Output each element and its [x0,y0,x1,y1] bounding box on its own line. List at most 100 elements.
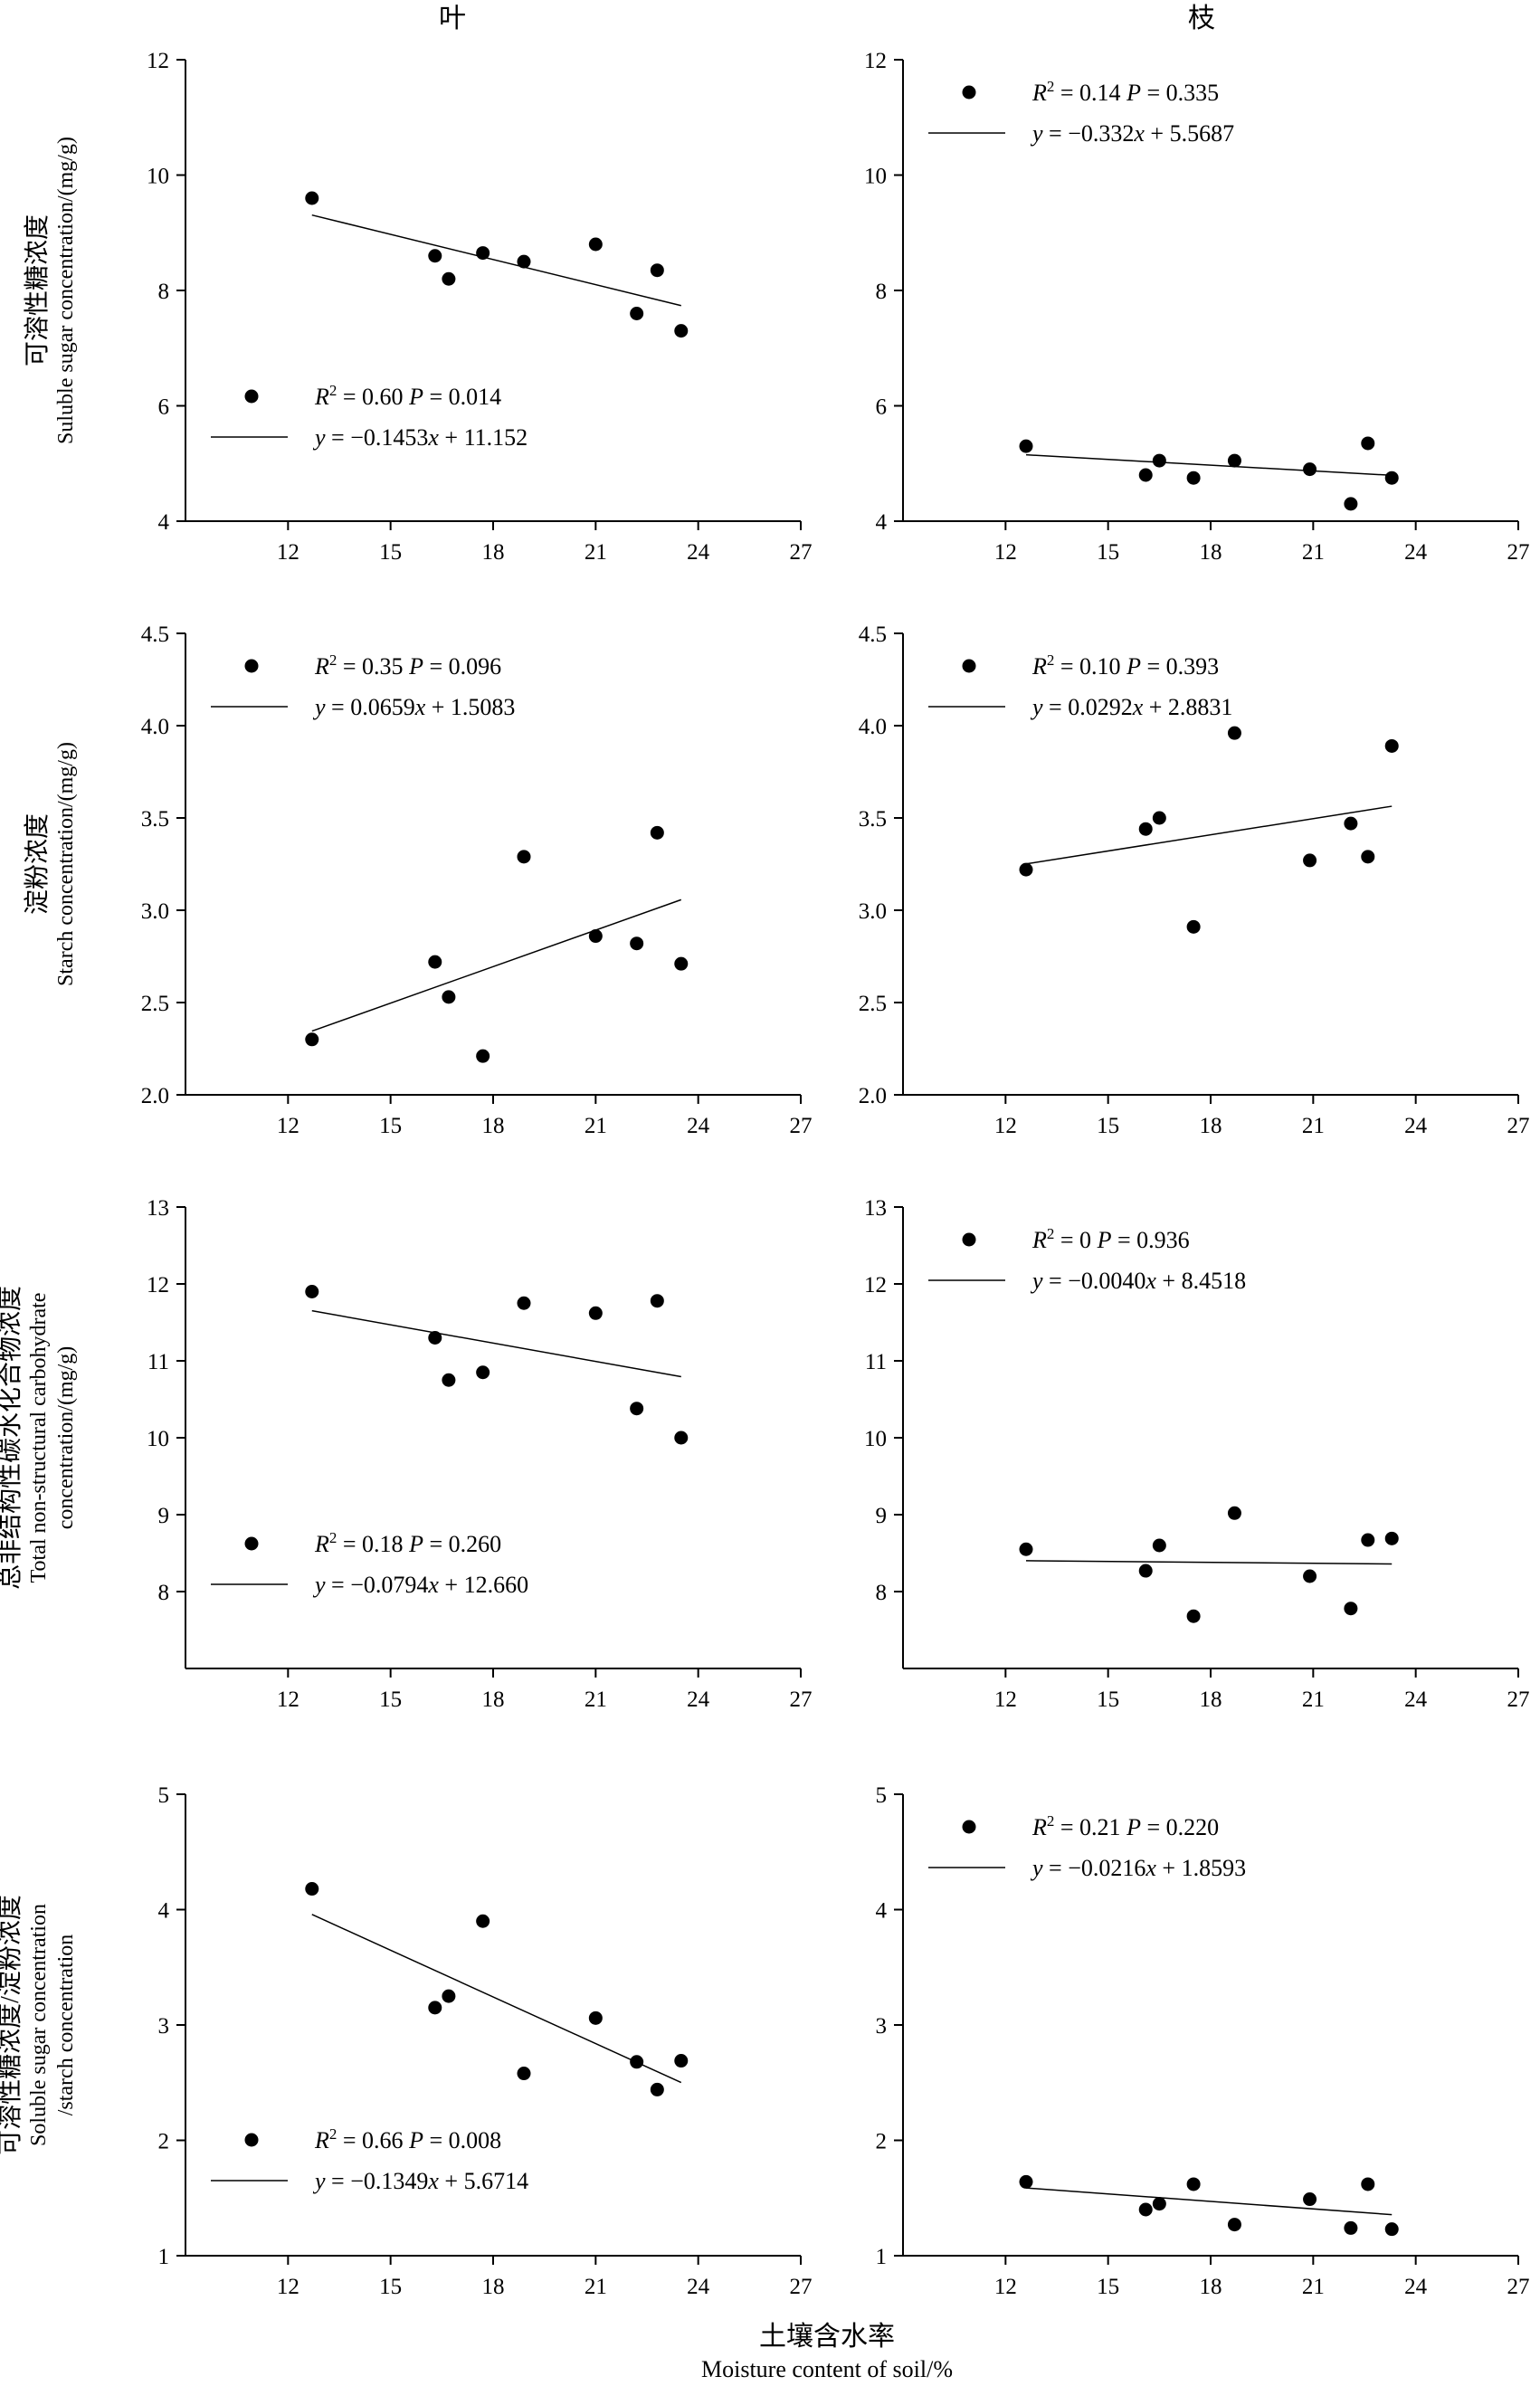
data-point [1384,738,1399,753]
y-tick-label: 8 [876,280,888,304]
x-tick-label: 24 [687,1687,710,1712]
data-point [1344,497,1358,511]
data-point [1227,453,1241,468]
y-tick-label: 3.5 [141,807,169,832]
y-tick-label: 4 [876,510,888,535]
y-tick-label: 5 [158,1783,170,1808]
data-point [588,2011,603,2025]
data-point [428,2001,442,2015]
data-point [674,324,689,338]
data-point [1186,471,1201,485]
data-point [1186,1609,1201,1623]
y-tick-label: 8 [158,1581,170,1605]
x-tick-label: 15 [1097,1114,1119,1138]
y-tick-label: 3.5 [859,807,887,832]
x-tick-label: 27 [1507,1687,1530,1712]
legend-stats: R2 = 0.18 P = 0.260 [314,1529,501,1557]
data-point [442,271,456,286]
legend-marker [962,85,976,100]
row-label-cn: 可溶性糖浓度 [23,214,52,366]
x-axis-label-en: Moisture content of soil/% [701,2356,953,2382]
legend-stats: R2 = 0.14 P = 0.335 [1031,78,1219,106]
x-tick-label: 24 [1404,2275,1428,2299]
x-tick-label: 12 [994,540,1017,565]
data-point [1019,2174,1033,2189]
legend: R2 = 0.10 P = 0.393 y = 0.0292x + 2.8831 [928,651,1232,720]
legend-marker [962,1232,976,1247]
data-point [476,1365,490,1380]
data-point [305,191,319,205]
x-tick-label: 18 [482,2275,505,2299]
data-point [476,1914,490,1928]
data-point [442,1989,456,2003]
data-point [1152,2197,1166,2211]
data-point [1361,850,1375,864]
data-point [442,1373,456,1387]
y-tick-label: 6 [876,395,888,420]
y-tick-label: 2 [158,2130,170,2154]
data-point [630,2055,644,2069]
data-point [428,955,442,969]
x-tick-label: 18 [482,1687,505,1712]
data-point [517,2067,531,2081]
data-point [1303,853,1317,868]
legend-equation: y = 0.0292x + 2.8831 [1030,694,1232,720]
x-tick-label: 21 [1302,1687,1325,1712]
x-tick-label: 21 [1302,540,1325,565]
y-tick-label: 12 [864,1273,887,1298]
y-tick-label: 9 [158,1504,170,1528]
row-label-en: /starch concentration [54,1934,78,2116]
panel-leaf-2: 12 15 18 21 24 27 2.0 2.5 3.0 3.5 4.0 4.5 R2 = 0.35 … [141,623,813,1138]
legend-equation: y = 0.0659x + 1.5083 [312,694,515,720]
panel-branch-1: 12 15 18 21 24 27 4 6 8 10 12 R2 = 0.14 P = 0.335 y … [864,49,1530,565]
x-tick-label: 18 [1200,2275,1222,2299]
legend-marker [244,659,259,673]
data-point [674,2054,689,2068]
data-point [305,1285,319,1298]
row-label-en: Total non-structural carbohydrate [27,1293,51,1583]
data-point [1344,1602,1358,1616]
data-point [1138,1564,1153,1578]
data-point [517,1296,531,1310]
row-label-en: Soluble sugar concentration [27,1904,51,2146]
y-tick-label: 3 [158,2014,170,2039]
data-point [476,246,490,261]
data-point [1019,439,1033,453]
legend-equation: y = −0.1453x + 11.152 [312,424,528,451]
data-point [650,1294,664,1308]
data-point [517,850,531,864]
data-point [650,2082,664,2096]
regression-line [311,214,681,307]
y-tick-label: 2.5 [859,992,887,1016]
y-tick-label: 10 [864,165,887,189]
y-tick-label: 12 [147,1273,169,1298]
data-point [1138,822,1153,836]
x-tick-label: 15 [379,1114,402,1138]
x-tick-label: 12 [994,2275,1017,2299]
y-tick-label: 11 [865,1350,887,1374]
row-label-en: concentration/(mg/g) [54,1346,78,1530]
y-tick-label: 2.0 [141,1084,169,1108]
row-label-cn: 淀粉浓度 [23,813,52,915]
legend-marker [244,389,259,404]
x-tick-label: 18 [1200,1114,1222,1138]
data-point [1384,1531,1399,1545]
data-point [1344,2220,1358,2235]
data-point [650,263,664,278]
data-point [1152,453,1166,468]
x-tick-label: 24 [1404,1114,1428,1138]
y-tick-label: 13 [147,1196,169,1221]
y-tick-label: 2.0 [859,1084,887,1108]
column-header-leaf: 叶 [439,4,466,33]
data-point [1344,816,1358,831]
legend-marker [244,1536,259,1551]
legend-equation: y = −0.1349x + 5.6714 [312,2168,528,2194]
panel-branch-3: 12 15 18 21 24 27 8 9 10 11 12 13 R2 = 0 P = 0.936 y … [864,1196,1530,1712]
y-tick-label: 3.0 [141,899,169,924]
legend-stats: R2 = 0 P = 0.936 [1031,1225,1190,1253]
legend-stats: R2 = 0.21 P = 0.220 [1031,1812,1219,1840]
regression-line [1025,453,1393,477]
data-point [442,990,456,1004]
